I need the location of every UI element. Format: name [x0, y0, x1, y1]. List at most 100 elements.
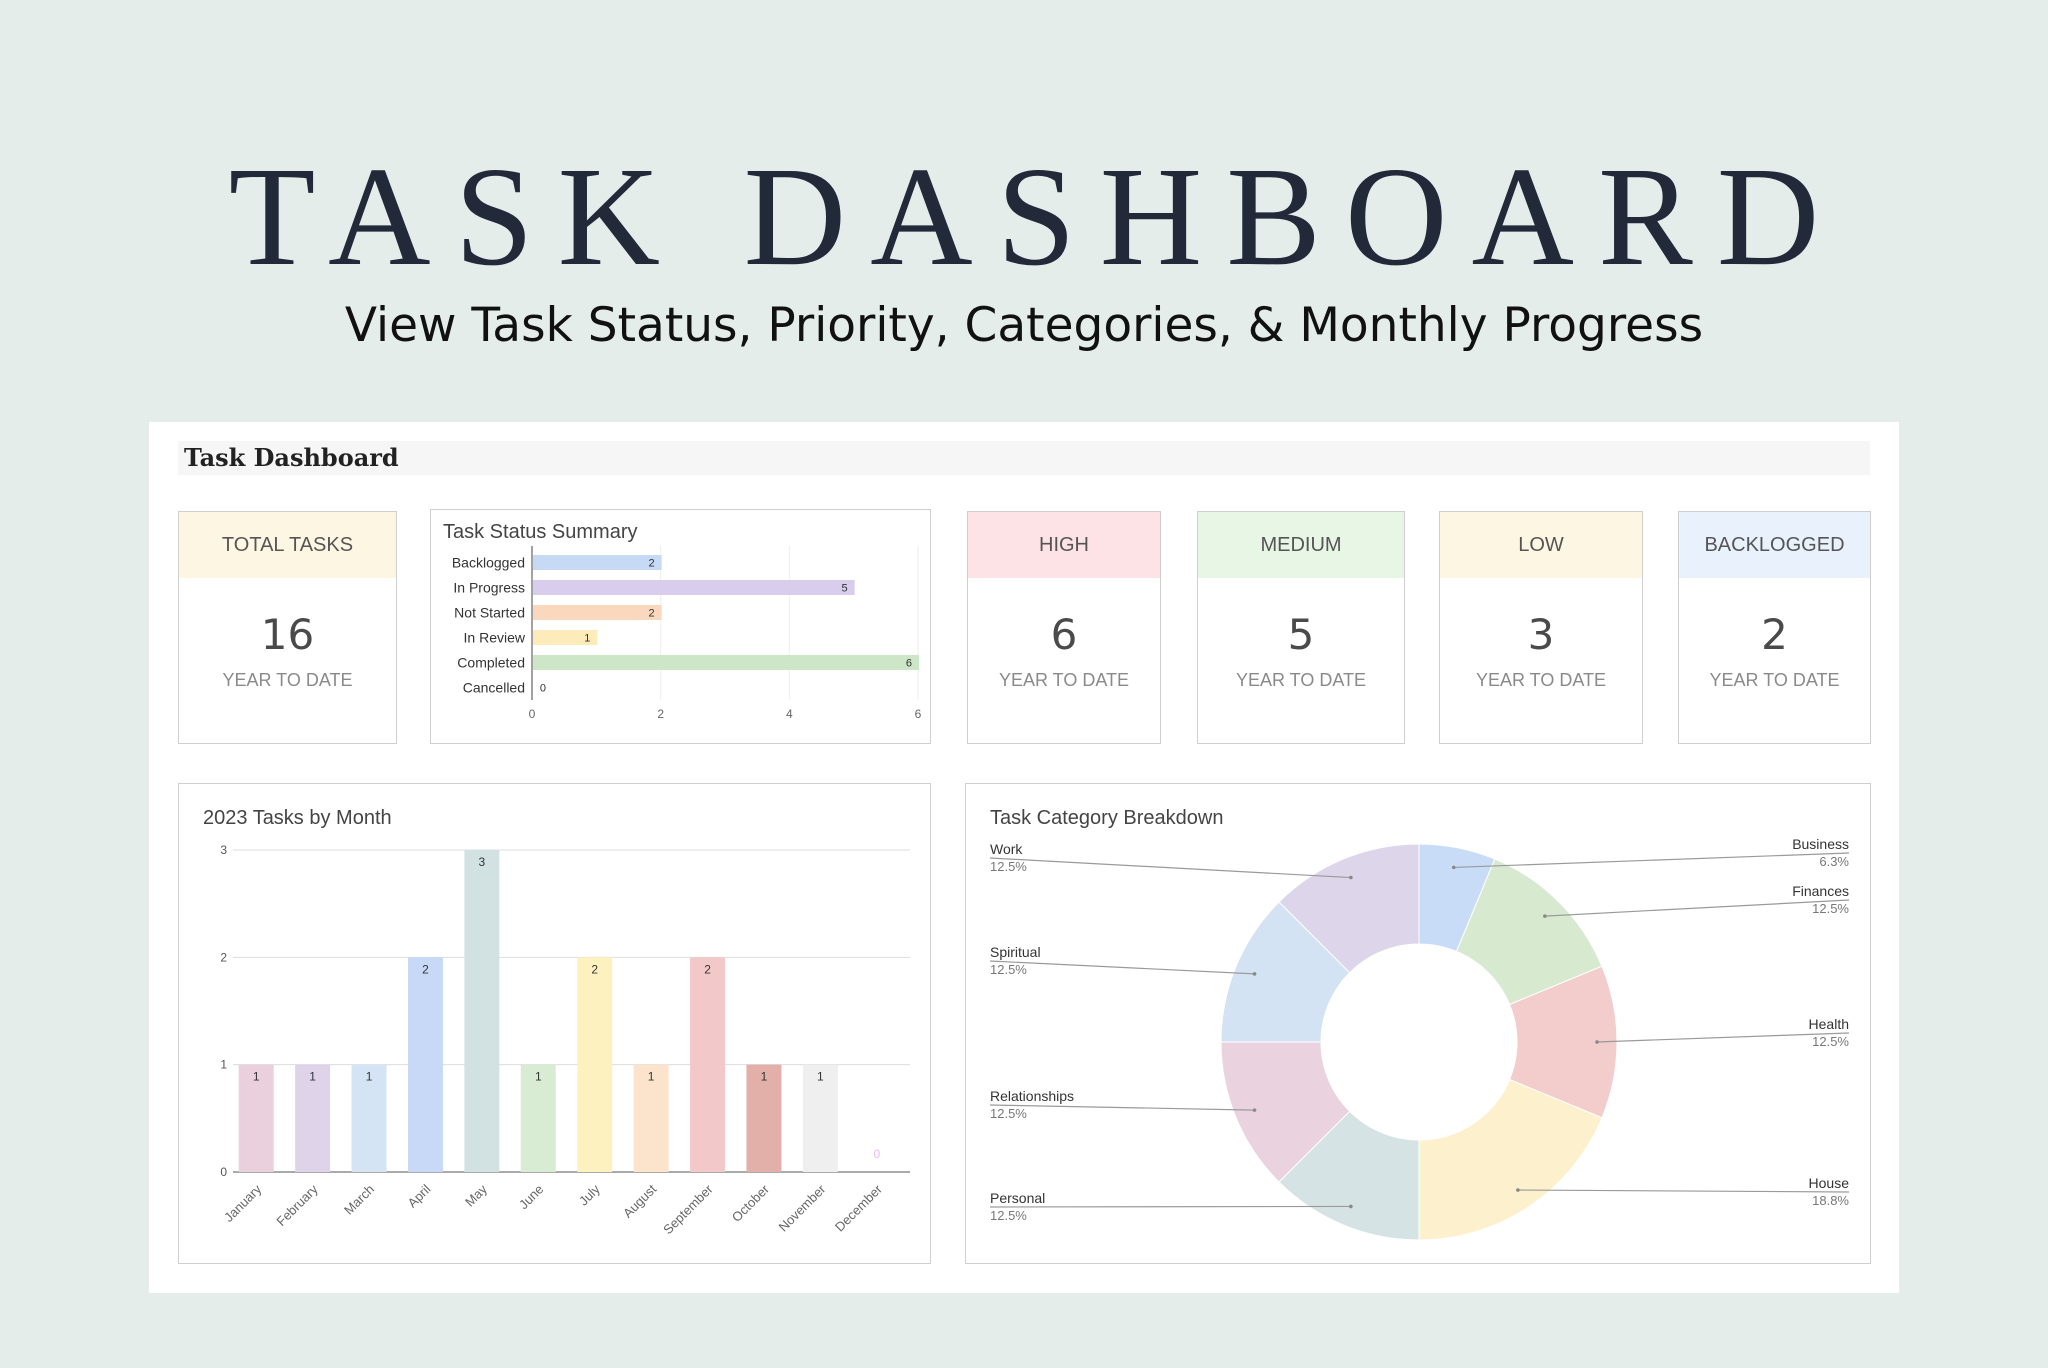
kpi-label: LOW — [1440, 512, 1642, 578]
leader-line — [1517, 1189, 1850, 1193]
status-bar — [533, 630, 598, 645]
slice-label: Business — [1792, 836, 1849, 852]
slice-label: Relationships — [990, 1088, 1074, 1104]
category-chart-card: Task Category Breakdown Business 6.3% Fina… — [965, 783, 1871, 1264]
leader-dot — [1595, 1040, 1599, 1044]
kpi-card-backlogged: BACKLOGGED 2 YEAR TO DATE — [1678, 511, 1871, 744]
status-bar — [533, 605, 662, 620]
status-bar — [533, 555, 662, 570]
slice-label: Work — [990, 841, 1023, 857]
x-tick-label: November — [775, 1181, 828, 1234]
kpi-sub: YEAR TO DATE — [1475, 670, 1607, 690]
bar-value-label: 0 — [873, 1147, 880, 1161]
x-tick-label: July — [576, 1181, 603, 1208]
category-label: Backlogged — [452, 555, 525, 571]
bar-value-label: 1 — [535, 1070, 542, 1084]
kpi-card-total: TOTAL TASKS 16 YEAR TO DATE — [178, 511, 397, 744]
leader-line — [989, 960, 1255, 975]
slice-label: House — [1809, 1175, 1850, 1191]
leader-dot — [1543, 914, 1547, 918]
hero-subtitle: View Task Status, Priority, Categories, … — [344, 298, 1704, 353]
month-bar — [464, 850, 500, 1172]
donut-slice — [1418, 1078, 1603, 1241]
slice-percent: 12.5% — [990, 962, 1027, 977]
slice-label: Spiritual — [990, 944, 1041, 960]
category-donut-chart: Business 6.3% Finances 12.5% Health 12.5% Hous… — [989, 836, 1850, 1241]
status-bar — [533, 655, 919, 670]
leader-dot — [1451, 865, 1456, 870]
kpi-card-high: HIGH 6 YEAR TO DATE — [967, 511, 1161, 744]
slice-percent: 6.3% — [1819, 854, 1849, 869]
leader-dot — [1252, 972, 1257, 976]
month-bar — [577, 957, 613, 1172]
leader-line — [1544, 899, 1850, 917]
month-bar — [520, 1064, 556, 1172]
leader-dot — [1252, 1108, 1257, 1112]
x-tick-label: May — [462, 1181, 490, 1209]
bar-value-label: 2 — [704, 962, 711, 976]
month-bar — [295, 1064, 331, 1172]
chart-title: 2023 Tasks by Month — [203, 807, 392, 829]
x-tick-label: December — [832, 1181, 885, 1234]
x-tick-label: March — [341, 1182, 377, 1218]
x-tick-label: October — [729, 1181, 773, 1225]
bar-value-label: 1 — [253, 1070, 260, 1084]
leader-dot — [1349, 875, 1353, 880]
leader-dot — [1516, 1188, 1520, 1192]
chart-title: Task Category Breakdown — [990, 807, 1224, 829]
leader-dot — [1349, 1204, 1353, 1209]
kpi-sub: YEAR TO DATE — [222, 670, 353, 690]
y-tick-label: 0 — [220, 1165, 227, 1179]
status-summary-card: Task Status Summary 0 2 4 6 Backlogged 2 In Pr… — [430, 509, 931, 744]
category-label: Completed — [457, 655, 525, 671]
month-bar — [407, 957, 443, 1172]
x-tick-label: August — [620, 1181, 659, 1220]
x-tick-label: January — [221, 1181, 265, 1225]
month-bar — [633, 1064, 669, 1172]
leader-line — [1596, 1032, 1850, 1043]
slice-label: Personal — [990, 1190, 1045, 1206]
monthly-tasks-chart: 0 1 2 3 1 January 1 February 1 March 2 April 3 May 1 Ju… — [220, 843, 910, 1237]
category-label: In Progress — [453, 580, 525, 596]
hero-title: TASK DASHBOARD — [228, 137, 1844, 295]
kpi-sub: YEAR TO DATE — [1709, 670, 1840, 690]
status-bar — [533, 580, 855, 595]
donut-slice — [1278, 843, 1420, 974]
kpi-card-low: LOW 3 YEAR TO DATE — [1439, 511, 1643, 744]
x-tick-label: 6 — [915, 707, 922, 721]
bar-value-label: 2 — [422, 962, 429, 976]
month-bar — [351, 1064, 387, 1172]
kpi-label: HIGH — [968, 512, 1160, 578]
kpi-value: 6 — [1050, 610, 1078, 659]
bar-value-label: 1 — [817, 1070, 824, 1084]
bar-value-label: 2 — [649, 558, 655, 570]
slice-percent: 18.8% — [1812, 1193, 1849, 1208]
bar-value-label: 1 — [309, 1070, 316, 1084]
x-tick-label: June — [516, 1182, 547, 1213]
month-bar — [802, 1064, 838, 1172]
x-tick-label: February — [273, 1181, 321, 1229]
category-label: Cancelled — [463, 680, 525, 696]
kpi-value: 2 — [1761, 610, 1788, 659]
slice-label: Finances — [1792, 883, 1849, 899]
x-tick-label: September — [660, 1181, 716, 1237]
x-tick-label: April — [405, 1181, 434, 1210]
kpi-value: 5 — [1287, 610, 1315, 659]
x-tick-label: 2 — [657, 707, 664, 721]
kpi-label: TOTAL TASKS — [179, 512, 396, 578]
slice-label: Health — [1809, 1016, 1849, 1032]
month-bar — [746, 1064, 782, 1172]
leader-line — [989, 1205, 1351, 1208]
bar-value-label: 5 — [842, 583, 848, 595]
slice-percent: 12.5% — [1812, 901, 1849, 916]
slice-percent: 12.5% — [990, 1106, 1027, 1121]
kpi-value: 3 — [1527, 610, 1555, 659]
month-bar — [238, 1064, 274, 1172]
y-tick-label: 3 — [220, 843, 227, 857]
sheet-header: Task Dashboard — [178, 441, 1870, 475]
leader-line — [989, 857, 1351, 879]
y-tick-label: 1 — [220, 1058, 227, 1072]
kpi-sub: YEAR TO DATE — [998, 670, 1130, 690]
monthly-chart-card: 2023 Tasks by Month 0 1 2 3 1 January 1 Februar… — [178, 783, 931, 1264]
slice-percent: 12.5% — [1812, 1034, 1849, 1049]
